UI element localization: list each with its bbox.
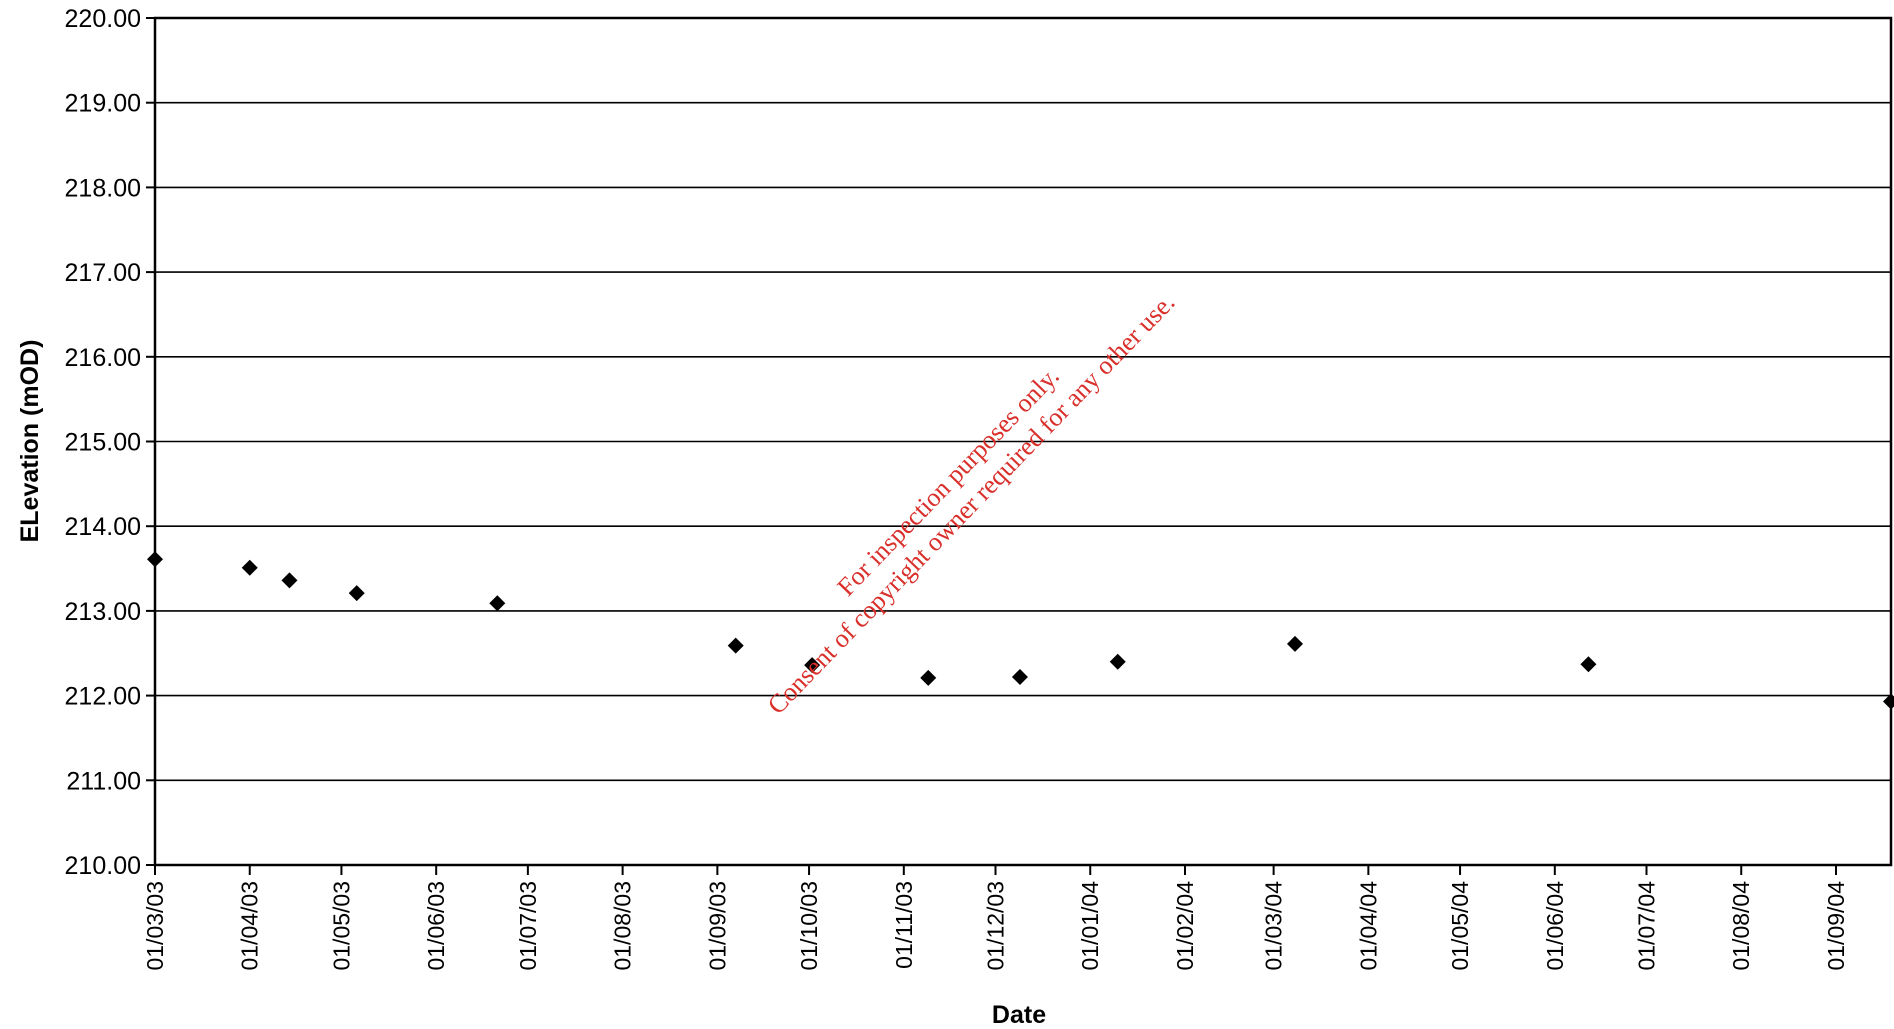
y-tick-label: 216.00: [65, 344, 141, 372]
x-axis-ticks: 01/03/03 01/04/03 01/05/03 01/06/03 01/07/03…: [142, 881, 1849, 971]
data-point: [727, 637, 744, 654]
x-tick-label: 01/11/03: [891, 881, 917, 969]
x-tick-label: 01/05/03: [328, 881, 354, 971]
y-tick-label: 214.00: [65, 513, 141, 541]
x-tick-label: 01/07/03: [515, 881, 541, 971]
x-tick-label: 01/05/04: [1447, 881, 1473, 971]
data-point: [920, 669, 937, 686]
watermark: For inspection purposes only. Consent of…: [762, 288, 1181, 720]
y-tick-label: 213.00: [65, 598, 141, 626]
x-tick-label: 01/01/04: [1077, 881, 1103, 971]
x-tick-label: 01/12/03: [982, 881, 1008, 971]
data-point: [241, 559, 258, 576]
data-point: [1580, 656, 1597, 673]
data-point: [804, 657, 821, 674]
data-point: [489, 595, 506, 612]
x-tick-label: 01/10/03: [796, 881, 822, 971]
x-tick-label: 01/08/03: [610, 881, 636, 971]
x-tick-label: 01/09/04: [1823, 881, 1849, 971]
y-axis-title: ELevation (mOD): [16, 340, 44, 543]
data-point: [147, 551, 163, 568]
watermark-line-1: For inspection purposes only.: [831, 361, 1064, 601]
x-tick-label: 01/08/04: [1728, 881, 1754, 971]
y-tick-label: 211.00: [66, 767, 141, 795]
y-tick-label: 218.00: [65, 174, 141, 202]
data-point: [1883, 693, 1894, 710]
x-tick-label: 01/04/04: [1355, 881, 1381, 971]
y-tick-label: 215.00: [65, 429, 141, 457]
x-tick-label: 01/06/04: [1542, 881, 1568, 971]
y-tick-label: 220.00: [65, 5, 141, 33]
data-point: [281, 572, 298, 589]
y-tick-label: 219.00: [65, 90, 141, 118]
x-tick-label: 01/04/03: [237, 881, 263, 971]
x-tick-label: 01/07/04: [1633, 881, 1659, 971]
data-point: [1109, 653, 1126, 670]
x-tick-label: 01/03/03: [142, 881, 168, 971]
y-axis-ticks: 210.00 211.00 212.00 213.00 214.00 215.00 216.…: [65, 5, 155, 880]
x-tick-label: 01/02/04: [1172, 881, 1198, 971]
x-tick-label: 01/09/03: [704, 881, 730, 971]
y-tick-label: 217.00: [65, 259, 141, 287]
y-tick-label: 210.00: [65, 852, 141, 880]
y-tick-label: 212.00: [65, 683, 141, 711]
data-points: [147, 551, 1894, 710]
data-point: [1287, 635, 1304, 652]
x-axis-title: Date: [992, 1001, 1046, 1029]
x-axis-tick-marks: [154, 865, 1837, 875]
x-tick-label: 01/03/04: [1261, 881, 1287, 971]
data-point: [1011, 668, 1028, 685]
data-point: [348, 585, 365, 602]
x-tick-label: 01/06/03: [423, 881, 449, 971]
